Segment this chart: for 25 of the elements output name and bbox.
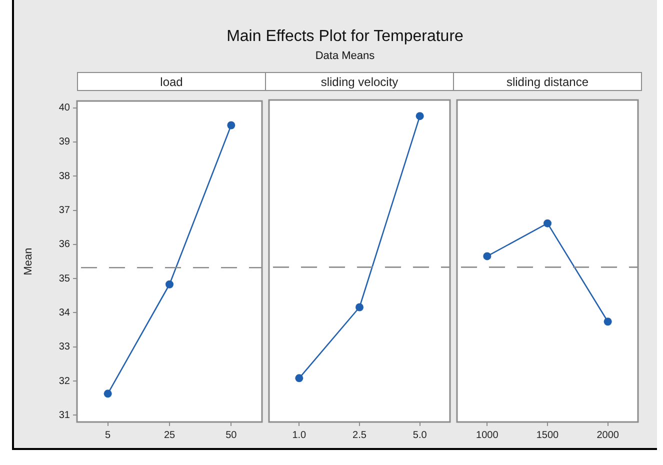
x-tick-label: 2.5 xyxy=(352,430,367,441)
y-tick-label: 33 xyxy=(58,342,70,353)
x-tick-label: 1000 xyxy=(476,430,499,441)
x-tick-label: 2000 xyxy=(596,430,620,441)
x-tick-label: 5 xyxy=(105,430,112,441)
y-tick-label: 40 xyxy=(58,102,70,114)
text: Main Effects Plot for Temperature xyxy=(226,28,464,46)
y-tick-label: 31 xyxy=(58,410,70,421)
x-axis-title: sliding velocity xyxy=(265,72,454,91)
y-tick-label: 39 xyxy=(58,136,70,148)
x-tick-label: 50 xyxy=(226,430,238,441)
x-tick-label: 1.0 xyxy=(292,430,307,441)
x-axis-title: sliding distance xyxy=(453,72,642,91)
text: Data Means xyxy=(314,50,376,62)
x-axis-title: load xyxy=(77,72,266,91)
x-tick-label: 25 xyxy=(164,430,176,441)
y-tick-label: 36 xyxy=(58,239,70,250)
y-tick-label: 35 xyxy=(58,273,70,284)
y-tick-label: 38 xyxy=(58,170,70,182)
y-tick-label: 37 xyxy=(58,205,70,216)
y-tick-label: 34 xyxy=(58,307,70,318)
x-tick-label: 1500 xyxy=(536,430,560,441)
x-tick-label: 5.0 xyxy=(412,430,428,441)
y-tick-label: 32 xyxy=(58,376,70,387)
y-axis-title: Mean xyxy=(22,248,35,276)
